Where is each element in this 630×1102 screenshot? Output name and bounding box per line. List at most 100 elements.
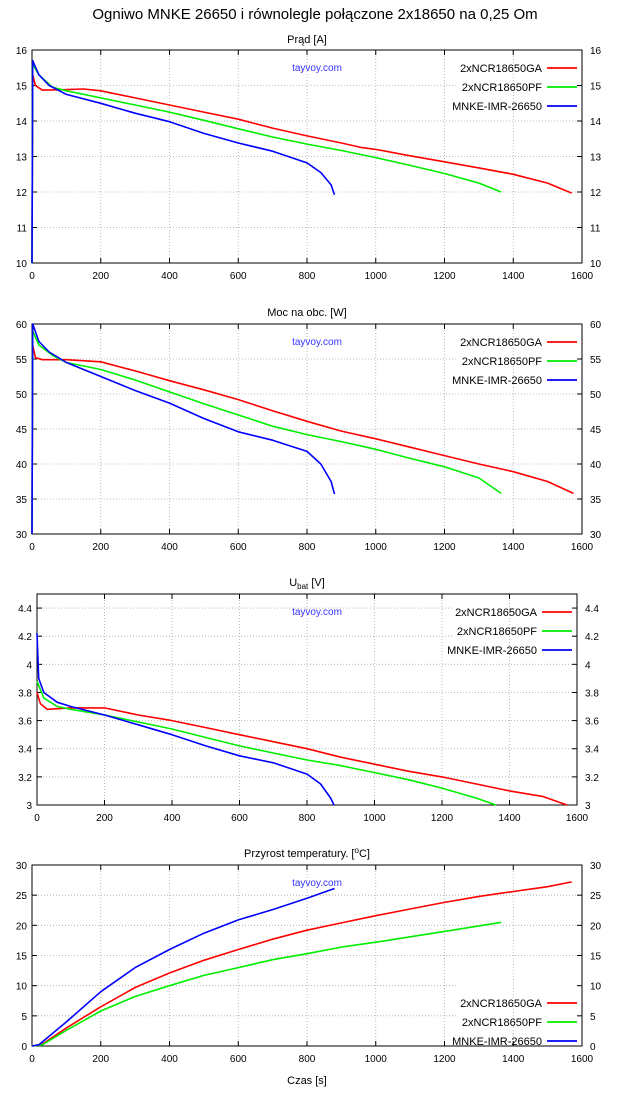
series-line-MNKE-IMR-26650 — [31, 323, 336, 535]
y-tick-label-left: 0 — [21, 1042, 27, 1053]
y-tick-label-right: 3.4 — [585, 745, 599, 756]
y-tick-label-right: 3 — [585, 801, 591, 812]
y-tick-label-left: 16 — [16, 46, 28, 57]
x-tick-label: 600 — [230, 271, 247, 282]
x-tick-label: 0 — [34, 813, 40, 824]
y-tick-label-right: 30 — [590, 861, 602, 872]
x-tick-label: 400 — [161, 271, 178, 282]
chart-title: Moc na obc. [W] — [267, 307, 346, 319]
y-tick-label-right: 0 — [590, 1042, 596, 1053]
x-tick-label: 1000 — [365, 271, 388, 282]
legend-label: MNKE-IMR-26650 — [452, 375, 542, 387]
x-tick-label: 1400 — [502, 542, 525, 553]
y-tick-label-right: 25 — [590, 891, 602, 902]
y-tick-label-right: 60 — [590, 320, 602, 331]
y-tick-label-left: 3.6 — [18, 717, 32, 728]
x-tick-label: 800 — [299, 542, 316, 553]
x-tick-label: 1400 — [502, 271, 525, 282]
series-line-MNKE-IMR-26650 — [31, 59, 336, 264]
chart-title-main: Przyrost temperatury. [ — [244, 848, 354, 860]
y-tick-label-right: 3.2 — [585, 773, 599, 784]
y-tick-label-right: 50 — [590, 390, 602, 401]
y-tick-label-left: 50 — [16, 390, 28, 401]
chart-title-suffix: [V] — [308, 577, 325, 589]
main-title: Ogniwo MNKE 26650 i równolegle połączone… — [92, 6, 538, 23]
x-tick-label: 600 — [230, 1054, 247, 1065]
watermark: tayvoy.com — [292, 63, 342, 74]
x-tick-label: 1600 — [571, 542, 594, 553]
y-tick-label-left: 14 — [16, 117, 28, 128]
y-tick-label-left: 3.2 — [18, 773, 32, 784]
y-tick-label-right: 10 — [590, 982, 602, 993]
y-tick-label-right: 20 — [590, 921, 602, 932]
watermark: tayvoy.com — [292, 607, 342, 618]
legend-label: 2xNCR18650GA — [460, 998, 543, 1010]
x-tick-label: 400 — [161, 542, 178, 553]
x-axis-label: Czas [s] — [287, 1075, 327, 1087]
x-tick-label: 400 — [161, 1054, 178, 1065]
series-line-2xNCR18650GA — [31, 74, 573, 264]
x-tick-label: 200 — [92, 542, 109, 553]
watermark: tayvoy.com — [292, 878, 342, 889]
x-tick-label: 0 — [29, 542, 35, 553]
chart-title: Ubat [V] — [289, 577, 325, 591]
watermark: tayvoy.com — [292, 337, 342, 348]
y-tick-label-right: 16 — [590, 46, 602, 57]
y-tick-label-right: 3.6 — [585, 717, 599, 728]
y-tick-label-left: 10 — [16, 982, 28, 993]
series-line-2xNCR18650PF — [31, 63, 502, 264]
legend-label: MNKE-IMR-26650 — [452, 1036, 542, 1048]
legend-label: 2xNCR18650PF — [462, 356, 542, 368]
y-tick-label-left: 11 — [17, 224, 28, 235]
y-tick-label-right: 10 — [590, 259, 602, 270]
y-tick-label-left: 40 — [16, 460, 28, 471]
plot-frame — [36, 593, 578, 806]
chart-2: Moc na obc. [W] 0 200 400 600 800 1000 1200 1400… — [16, 307, 602, 553]
chart-title-main: Prąd [A] — [287, 34, 327, 46]
chart-4: Przyrost temperatury. [oC]0 200 400 600 800 1… — [16, 846, 602, 1087]
plot-frame — [31, 864, 583, 1047]
x-tick-label: 800 — [299, 1054, 316, 1065]
y-tick-label-left: 12 — [16, 188, 28, 199]
legend-label: 2xNCR18650PF — [462, 1017, 542, 1029]
series-line-2xNCR18650PF — [31, 921, 502, 1047]
x-tick-label: 0 — [29, 271, 35, 282]
series-line-2xNCR18650PF — [31, 330, 502, 535]
chart-title-main: Moc na obc. [W] — [267, 307, 346, 319]
x-tick-label: 1000 — [365, 1054, 388, 1065]
y-tick-label-left: 5 — [21, 1012, 27, 1023]
x-tick-label: 1400 — [502, 1054, 525, 1065]
series-line-2xNCR18650GA — [31, 344, 574, 535]
y-tick-label-left: 15 — [16, 952, 28, 963]
y-tick-label-right: 5 — [590, 1012, 596, 1023]
x-tick-label: 1600 — [571, 271, 594, 282]
y-tick-label-left: 30 — [16, 861, 28, 872]
x-tick-label: 1200 — [433, 542, 456, 553]
chart-title-superscript: o — [354, 846, 359, 855]
y-tick-label-right: 15 — [590, 952, 602, 963]
y-tick-label-right: 11 — [590, 224, 601, 235]
y-tick-label-left: 13 — [16, 153, 28, 164]
y-tick-label-right: 55 — [590, 355, 602, 366]
series-line-2xNCR18650GA — [31, 881, 572, 1047]
x-tick-label: 1400 — [498, 813, 521, 824]
y-tick-label-left: 4 — [26, 660, 32, 671]
y-tick-label-right: 30 — [590, 530, 602, 541]
legend-label: 2xNCR18650GA — [455, 607, 538, 619]
y-tick-label-left: 15 — [16, 82, 28, 93]
y-tick-label-left: 20 — [16, 921, 28, 932]
x-tick-label: 800 — [299, 813, 316, 824]
y-tick-label-right: 13 — [590, 153, 602, 164]
x-tick-label: 200 — [92, 271, 109, 282]
y-tick-label-left: 45 — [16, 425, 28, 436]
chart-title-subscript: bat — [297, 582, 309, 591]
y-tick-label-right: 35 — [590, 495, 602, 506]
series-line-MNKE-IMR-26650 — [31, 887, 335, 1047]
y-tick-label-left: 60 — [16, 320, 28, 331]
x-tick-label: 400 — [164, 813, 181, 824]
x-tick-label: 600 — [230, 542, 247, 553]
x-tick-label: 1000 — [363, 813, 386, 824]
x-tick-label: 1200 — [431, 813, 454, 824]
